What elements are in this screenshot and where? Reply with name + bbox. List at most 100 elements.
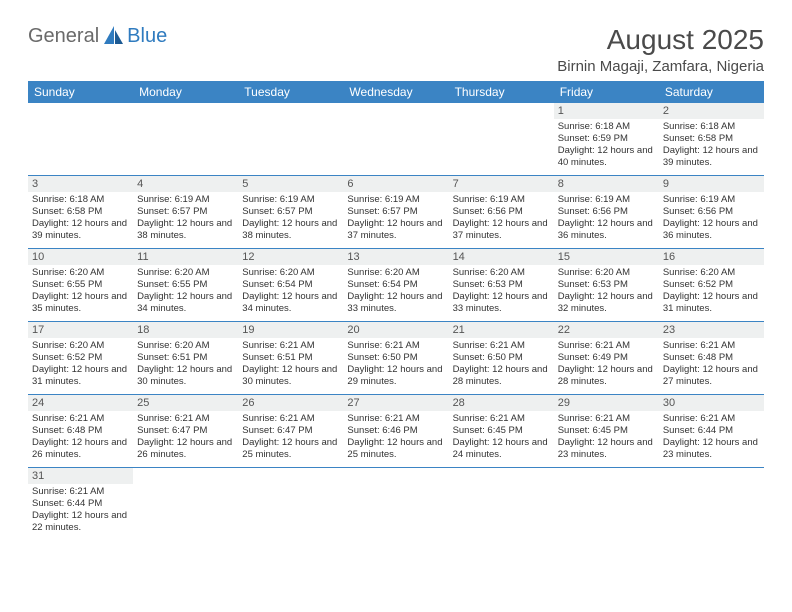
calendar-day-cell: 17Sunrise: 6:20 AMSunset: 6:52 PMDayligh… xyxy=(28,322,133,395)
day-details: Sunrise: 6:20 AMSunset: 6:52 PMDaylight:… xyxy=(659,265,764,321)
day-details: Sunrise: 6:21 AMSunset: 6:48 PMDaylight:… xyxy=(659,338,764,394)
day-number: 21 xyxy=(449,322,554,338)
weekday-header: Sunday xyxy=(28,81,133,103)
day-details: Sunrise: 6:19 AMSunset: 6:56 PMDaylight:… xyxy=(554,192,659,248)
day-number: 30 xyxy=(659,395,764,411)
calendar-day-cell xyxy=(238,103,343,176)
calendar-day-cell xyxy=(343,468,448,541)
logo-text-blue: Blue xyxy=(127,25,167,48)
day-details: Sunrise: 6:20 AMSunset: 6:52 PMDaylight:… xyxy=(28,338,133,394)
calendar-day-cell xyxy=(449,103,554,176)
calendar-day-cell: 20Sunrise: 6:21 AMSunset: 6:50 PMDayligh… xyxy=(343,322,448,395)
page-title: August 2025 xyxy=(557,24,764,56)
calendar-day-cell: 9Sunrise: 6:19 AMSunset: 6:56 PMDaylight… xyxy=(659,176,764,249)
calendar-week-row: 31Sunrise: 6:21 AMSunset: 6:44 PMDayligh… xyxy=(28,468,764,541)
day-number: 24 xyxy=(28,395,133,411)
day-number: 10 xyxy=(28,249,133,265)
weekday-header: Monday xyxy=(133,81,238,103)
calendar-day-cell: 23Sunrise: 6:21 AMSunset: 6:48 PMDayligh… xyxy=(659,322,764,395)
day-number: 29 xyxy=(554,395,659,411)
day-number: 18 xyxy=(133,322,238,338)
day-details: Sunrise: 6:20 AMSunset: 6:53 PMDaylight:… xyxy=(449,265,554,321)
calendar-day-cell xyxy=(659,468,764,541)
empty-day xyxy=(659,468,764,524)
day-details: Sunrise: 6:20 AMSunset: 6:54 PMDaylight:… xyxy=(343,265,448,321)
logo: General Blue xyxy=(28,24,167,48)
calendar-day-cell xyxy=(554,468,659,541)
day-number: 3 xyxy=(28,176,133,192)
day-number: 1 xyxy=(554,103,659,119)
day-details: Sunrise: 6:21 AMSunset: 6:50 PMDaylight:… xyxy=(343,338,448,394)
day-number: 2 xyxy=(659,103,764,119)
calendar-day-cell: 12Sunrise: 6:20 AMSunset: 6:54 PMDayligh… xyxy=(238,249,343,322)
weekday-header: Tuesday xyxy=(238,81,343,103)
day-details: Sunrise: 6:20 AMSunset: 6:55 PMDaylight:… xyxy=(28,265,133,321)
calendar-day-cell: 3Sunrise: 6:18 AMSunset: 6:58 PMDaylight… xyxy=(28,176,133,249)
calendar-day-cell: 31Sunrise: 6:21 AMSunset: 6:44 PMDayligh… xyxy=(28,468,133,541)
day-details: Sunrise: 6:20 AMSunset: 6:51 PMDaylight:… xyxy=(133,338,238,394)
calendar-week-row: 24Sunrise: 6:21 AMSunset: 6:48 PMDayligh… xyxy=(28,395,764,468)
day-number: 7 xyxy=(449,176,554,192)
day-details: Sunrise: 6:20 AMSunset: 6:54 PMDaylight:… xyxy=(238,265,343,321)
day-number: 14 xyxy=(449,249,554,265)
calendar-day-cell: 29Sunrise: 6:21 AMSunset: 6:45 PMDayligh… xyxy=(554,395,659,468)
day-number: 13 xyxy=(343,249,448,265)
weekday-header: Saturday xyxy=(659,81,764,103)
calendar-day-cell: 27Sunrise: 6:21 AMSunset: 6:46 PMDayligh… xyxy=(343,395,448,468)
day-details: Sunrise: 6:18 AMSunset: 6:58 PMDaylight:… xyxy=(28,192,133,248)
weekday-header: Wednesday xyxy=(343,81,448,103)
day-details: Sunrise: 6:21 AMSunset: 6:45 PMDaylight:… xyxy=(449,411,554,467)
calendar-day-cell: 21Sunrise: 6:21 AMSunset: 6:50 PMDayligh… xyxy=(449,322,554,395)
calendar-day-cell: 24Sunrise: 6:21 AMSunset: 6:48 PMDayligh… xyxy=(28,395,133,468)
calendar-day-cell: 14Sunrise: 6:20 AMSunset: 6:53 PMDayligh… xyxy=(449,249,554,322)
calendar-day-cell xyxy=(133,103,238,176)
day-number: 17 xyxy=(28,322,133,338)
calendar-day-cell: 25Sunrise: 6:21 AMSunset: 6:47 PMDayligh… xyxy=(133,395,238,468)
day-details: Sunrise: 6:21 AMSunset: 6:51 PMDaylight:… xyxy=(238,338,343,394)
day-details: Sunrise: 6:20 AMSunset: 6:55 PMDaylight:… xyxy=(133,265,238,321)
day-number: 25 xyxy=(133,395,238,411)
day-number: 19 xyxy=(238,322,343,338)
calendar-day-cell: 13Sunrise: 6:20 AMSunset: 6:54 PMDayligh… xyxy=(343,249,448,322)
day-details: Sunrise: 6:18 AMSunset: 6:58 PMDaylight:… xyxy=(659,119,764,175)
calendar-week-row: 1Sunrise: 6:18 AMSunset: 6:59 PMDaylight… xyxy=(28,103,764,176)
calendar-day-cell: 2Sunrise: 6:18 AMSunset: 6:58 PMDaylight… xyxy=(659,103,764,176)
day-number: 26 xyxy=(238,395,343,411)
day-details: Sunrise: 6:19 AMSunset: 6:56 PMDaylight:… xyxy=(659,192,764,248)
calendar-day-cell xyxy=(28,103,133,176)
calendar-header-row: SundayMondayTuesdayWednesdayThursdayFrid… xyxy=(28,81,764,103)
empty-day xyxy=(133,468,238,524)
day-details: Sunrise: 6:21 AMSunset: 6:44 PMDaylight:… xyxy=(659,411,764,467)
calendar-day-cell: 18Sunrise: 6:20 AMSunset: 6:51 PMDayligh… xyxy=(133,322,238,395)
day-details: Sunrise: 6:21 AMSunset: 6:45 PMDaylight:… xyxy=(554,411,659,467)
empty-day xyxy=(28,103,133,159)
calendar-day-cell: 10Sunrise: 6:20 AMSunset: 6:55 PMDayligh… xyxy=(28,249,133,322)
day-details: Sunrise: 6:21 AMSunset: 6:50 PMDaylight:… xyxy=(449,338,554,394)
calendar-day-cell: 28Sunrise: 6:21 AMSunset: 6:45 PMDayligh… xyxy=(449,395,554,468)
calendar-table: SundayMondayTuesdayWednesdayThursdayFrid… xyxy=(28,81,764,540)
day-details: Sunrise: 6:19 AMSunset: 6:57 PMDaylight:… xyxy=(343,192,448,248)
empty-day xyxy=(238,103,343,159)
day-number: 22 xyxy=(554,322,659,338)
day-details: Sunrise: 6:19 AMSunset: 6:57 PMDaylight:… xyxy=(238,192,343,248)
calendar-day-cell: 6Sunrise: 6:19 AMSunset: 6:57 PMDaylight… xyxy=(343,176,448,249)
empty-day xyxy=(238,468,343,524)
calendar-day-cell: 4Sunrise: 6:19 AMSunset: 6:57 PMDaylight… xyxy=(133,176,238,249)
day-number: 6 xyxy=(343,176,448,192)
day-details: Sunrise: 6:19 AMSunset: 6:56 PMDaylight:… xyxy=(449,192,554,248)
calendar-day-cell: 8Sunrise: 6:19 AMSunset: 6:56 PMDaylight… xyxy=(554,176,659,249)
calendar-day-cell: 16Sunrise: 6:20 AMSunset: 6:52 PMDayligh… xyxy=(659,249,764,322)
calendar-day-cell: 19Sunrise: 6:21 AMSunset: 6:51 PMDayligh… xyxy=(238,322,343,395)
day-number: 20 xyxy=(343,322,448,338)
day-number: 8 xyxy=(554,176,659,192)
calendar-day-cell xyxy=(343,103,448,176)
day-details: Sunrise: 6:18 AMSunset: 6:59 PMDaylight:… xyxy=(554,119,659,175)
day-number: 31 xyxy=(28,468,133,484)
day-details: Sunrise: 6:21 AMSunset: 6:44 PMDaylight:… xyxy=(28,484,133,540)
day-number: 23 xyxy=(659,322,764,338)
calendar-day-cell xyxy=(133,468,238,541)
day-details: Sunrise: 6:21 AMSunset: 6:47 PMDaylight:… xyxy=(238,411,343,467)
day-number: 27 xyxy=(343,395,448,411)
calendar-day-cell: 1Sunrise: 6:18 AMSunset: 6:59 PMDaylight… xyxy=(554,103,659,176)
logo-text-general: General xyxy=(28,25,99,48)
